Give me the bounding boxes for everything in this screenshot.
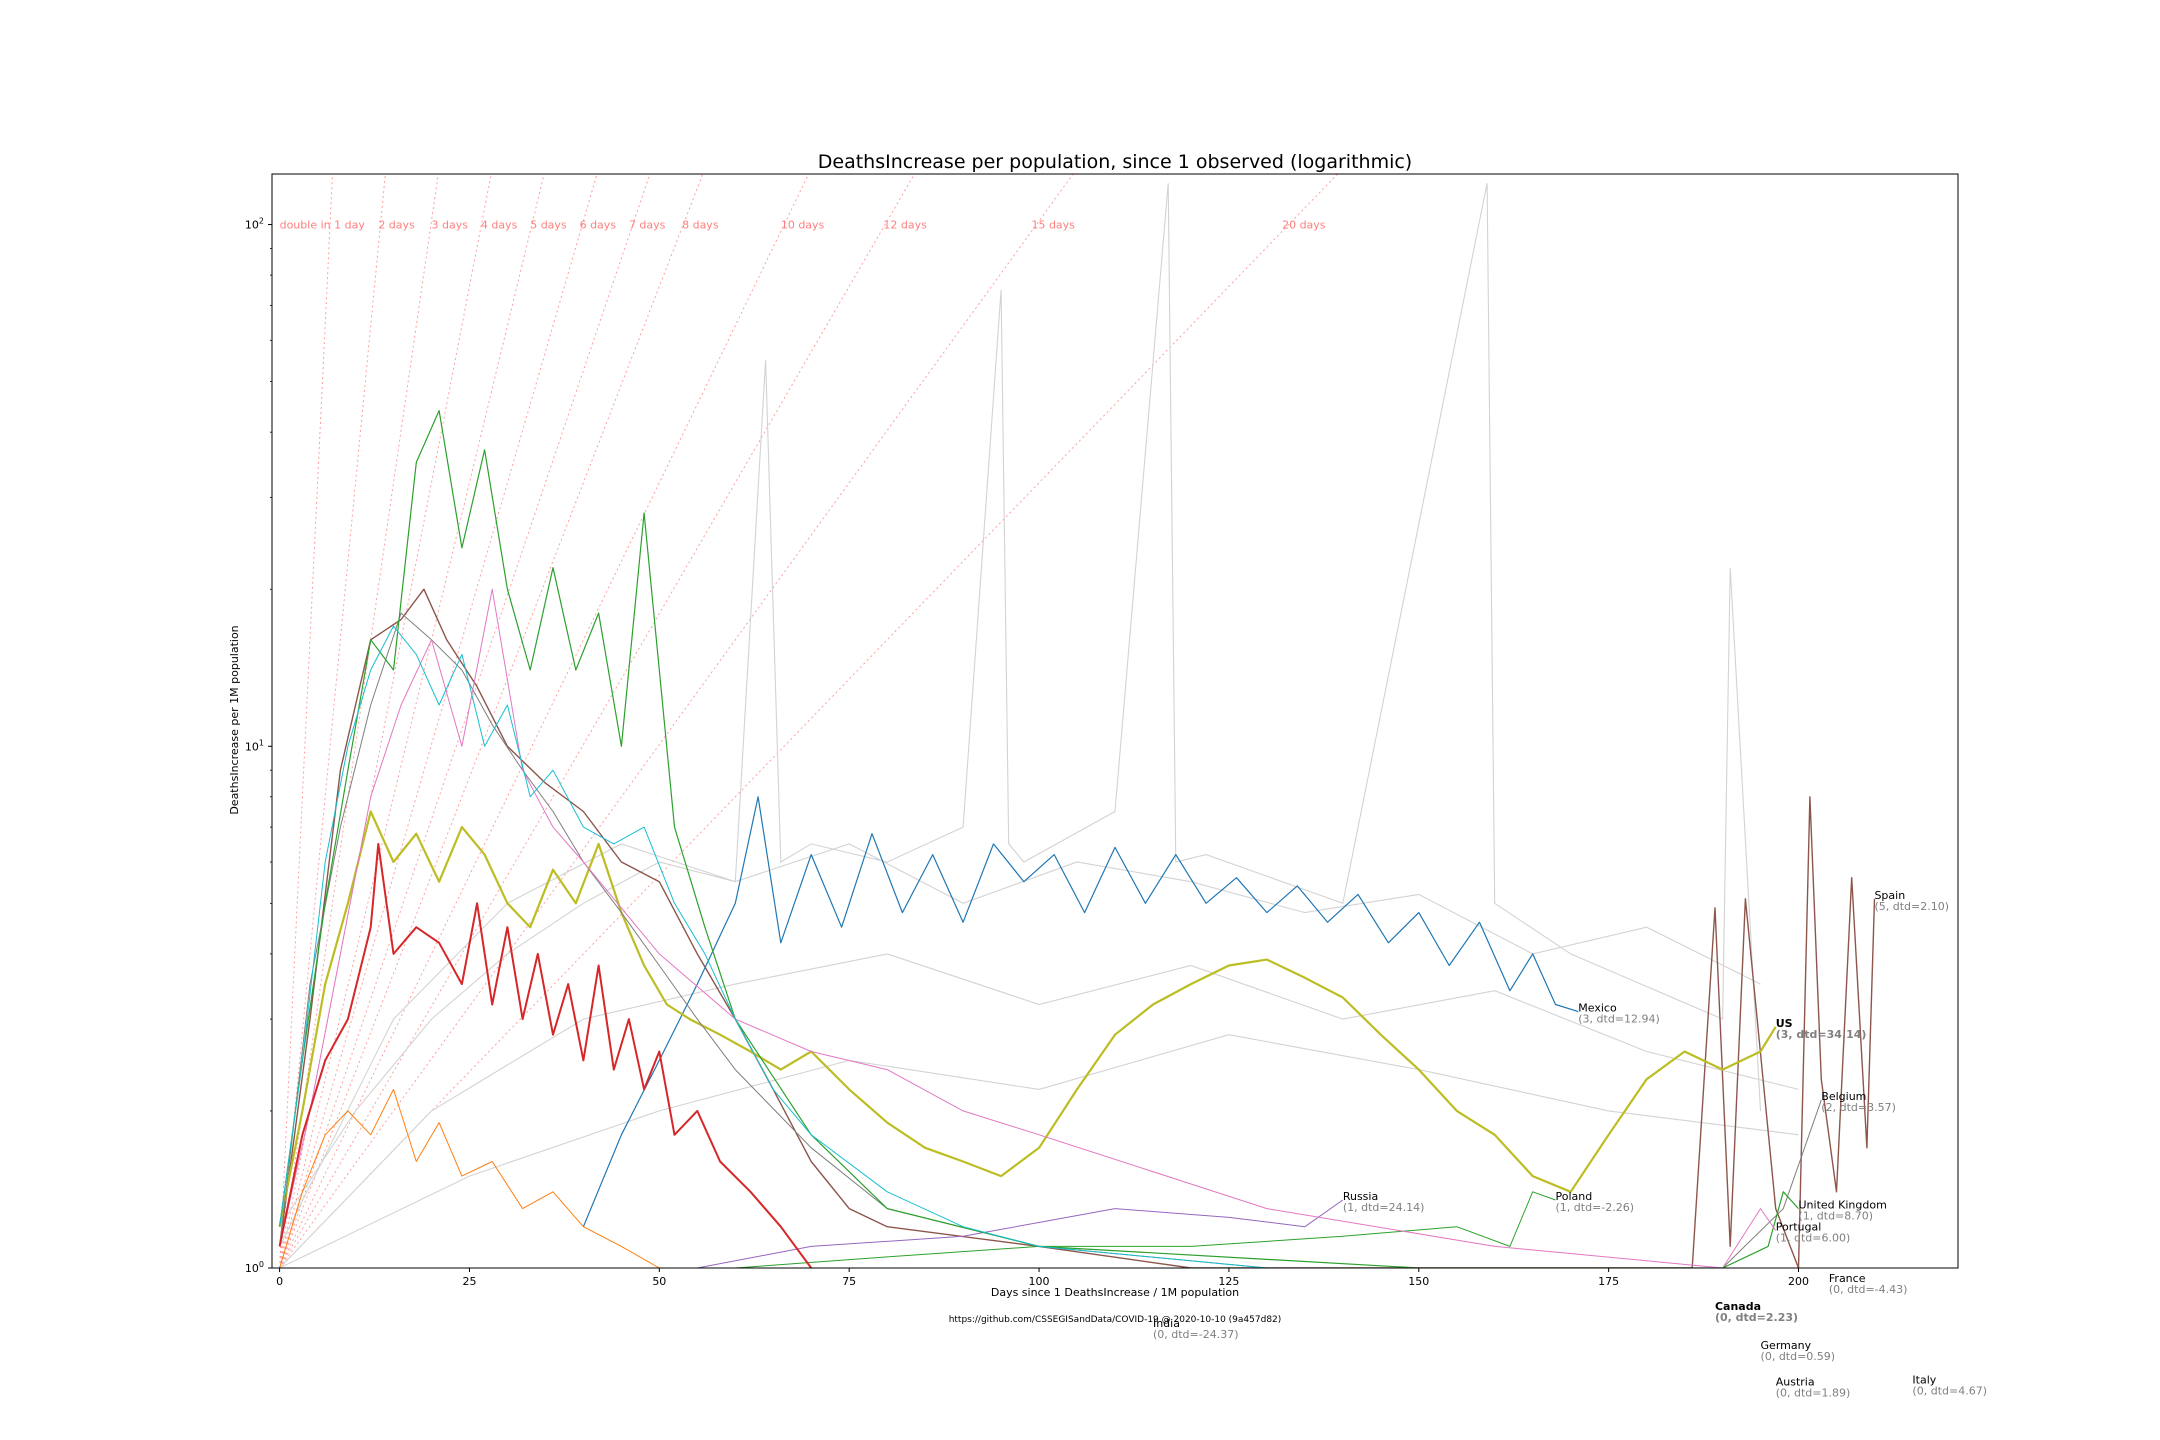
doubling-line-12 (279, 174, 916, 1268)
country-label-india: India (1153, 1317, 1180, 1330)
country-stat-belgium: (2, dtd=3.57) (1821, 1101, 1896, 1114)
doubling-line-6 (279, 174, 598, 1268)
country-labels: Spain(5, dtd=2.10) Mexico(3, dtd=12.94) US… (1153, 889, 1987, 1400)
country-label-france: France (1829, 1272, 1866, 1285)
doubling-label-6: 6 days (580, 219, 617, 232)
y-tick-exponent: 0 (259, 1260, 264, 1269)
doubling-label-1: double in 1 day (280, 219, 366, 232)
doubling-label-4: 4 days (481, 219, 518, 232)
y-tick-label: 102 (245, 217, 264, 232)
country-label-us: US (1776, 1017, 1793, 1030)
doubling-line-10 (279, 174, 810, 1268)
country-label-russia: Russia (1343, 1190, 1378, 1203)
source-note: https://github.com/CSSEGISandData/COVID-… (949, 1315, 1282, 1325)
doubling-reference-labels: double in 1 day 2 days 3 days 4 days 5 days 6… (280, 219, 1326, 232)
x-tick-label: 25 (462, 1275, 476, 1288)
doubling-label-15: 15 days (1031, 219, 1075, 232)
country-label-mexico: Mexico (1578, 1002, 1617, 1015)
background-series-line (279, 843, 1761, 1247)
country-label-canada: Canada (1715, 1300, 1761, 1313)
series-line-france (279, 625, 1800, 1268)
country-stat-spain: (5, dtd=2.10) (1874, 900, 1949, 913)
x-tick-label: 175 (1598, 1275, 1619, 1288)
country-stat-united-kingdom: (1, dtd=8.70) (1799, 1210, 1874, 1223)
country-stat-us: (3, dtd=34.14) (1776, 1028, 1867, 1041)
doubling-line-7 (279, 174, 651, 1268)
x-axis-label: Days since 1 DeathsIncrease / 1M populat… (991, 1286, 1239, 1299)
series-line-poland (735, 1191, 1556, 1268)
country-label-spain: Spain (1874, 889, 1905, 902)
doubling-label-10: 10 days (781, 219, 825, 232)
background-series-line (279, 183, 1762, 1228)
doubling-label-12: 12 days (883, 219, 927, 232)
background-series-lines (279, 183, 1799, 1268)
background-series-line (279, 953, 1799, 1268)
series-line-unnamed-15 (279, 1088, 660, 1268)
doubling-line-20 (279, 174, 1339, 1268)
series-lines (278, 410, 1876, 1268)
country-stat-france: (0, dtd=-4.43) (1829, 1283, 1908, 1296)
country-stat-russia: (1, dtd=24.14) (1343, 1201, 1425, 1214)
country-label-united-kingdom: United Kingdom (1799, 1199, 1887, 1212)
country-stat-india: (0, dtd=-24.37) (1153, 1328, 1239, 1341)
x-axis: 0 25 50 75 100 125 150 175 200 (276, 1268, 1809, 1288)
country-label-poland: Poland (1555, 1190, 1592, 1203)
doubling-reference-lines (279, 174, 1339, 1268)
country-stat-portugal: (1, dtd=6.00) (1776, 1231, 1851, 1244)
y-tick-base: 10 (245, 1262, 259, 1275)
doubling-label-8: 8 days (682, 219, 719, 232)
y-tick-label: 101 (245, 738, 264, 753)
series-line-belgium (279, 612, 1822, 1268)
country-stat-poland: (1, dtd=-2.26) (1555, 1201, 1634, 1214)
country-label-austria: Austria (1776, 1376, 1815, 1389)
country-stat-austria: (0, dtd=1.89) (1776, 1387, 1851, 1400)
doubling-label-7: 7 days (629, 219, 666, 232)
series-line-us (278, 810, 1777, 1227)
country-stat-mexico: (3, dtd=12.94) (1578, 1013, 1660, 1026)
chart-title: DeathsIncrease per population, since 1 o… (818, 151, 1412, 173)
y-axis-label: DeathsIncrease per 1M population (228, 625, 241, 814)
series-line-russia (583, 1199, 1344, 1268)
y-tick-base: 10 (245, 740, 259, 753)
series-line-spain (278, 588, 1876, 1268)
doubling-label-5: 5 days (530, 219, 567, 232)
country-label-italy: Italy (1912, 1374, 1936, 1387)
doubling-label-2: 2 days (378, 219, 415, 232)
doubling-line-1 (279, 174, 333, 1268)
y-tick-base: 10 (245, 219, 259, 232)
y-tick-exponent: 1 (259, 738, 264, 747)
doubling-line-2 (279, 174, 386, 1268)
x-tick-label: 100 (1029, 1275, 1050, 1288)
background-series-line (279, 1034, 1799, 1268)
series-line-unnamed-14 (278, 842, 813, 1268)
country-stat-germany: (0, dtd=0.59) (1761, 1350, 1836, 1363)
x-tick-label: 125 (1218, 1275, 1239, 1288)
x-tick-label: 200 (1788, 1275, 1809, 1288)
x-tick-label: 75 (842, 1275, 856, 1288)
y-tick-label: 100 (245, 1260, 264, 1275)
series-line-united-kingdom (279, 410, 1799, 1268)
doubling-label-20: 20 days (1282, 219, 1326, 232)
series-line-portugal (279, 588, 1777, 1268)
x-tick-label: 50 (652, 1275, 666, 1288)
doubling-line-5 (279, 174, 545, 1268)
country-stat-canada: (0, dtd=2.23) (1715, 1311, 1798, 1324)
series-line-mexico (582, 796, 1579, 1227)
plot-area-frame (271, 173, 1959, 1269)
country-stat-italy: (0, dtd=4.67) (1912, 1385, 1987, 1398)
x-tick-label: 0 (276, 1275, 283, 1288)
country-label-belgium: Belgium (1821, 1090, 1866, 1103)
country-label-portugal: Portugal (1776, 1220, 1822, 1233)
doubling-label-3: 3 days (431, 219, 468, 232)
x-tick-label: 150 (1408, 1275, 1429, 1288)
country-label-germany: Germany (1761, 1339, 1812, 1352)
y-tick-exponent: 2 (259, 217, 264, 226)
